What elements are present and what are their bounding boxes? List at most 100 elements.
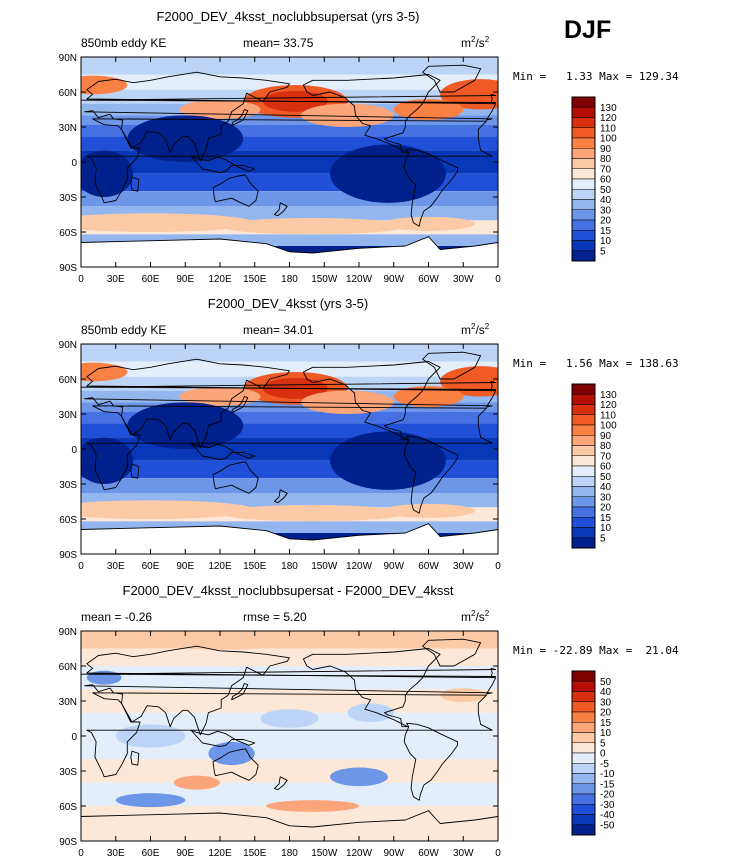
colorbar-swatch <box>571 732 596 743</box>
panel-3-colorbar <box>571 670 596 836</box>
colorbar-label: 80 <box>600 154 612 165</box>
colorbar-swatch <box>571 240 596 251</box>
lon-tick-label: 150W <box>311 274 338 285</box>
colorbar-label: 10 <box>600 236 612 247</box>
field-band <box>81 124 498 137</box>
panel-2-units-base: m <box>461 323 471 337</box>
coastline-samerica <box>403 435 458 514</box>
colorbar-swatch <box>571 527 596 538</box>
colorbar-swatch <box>571 476 596 487</box>
colorbar-swatch <box>571 722 596 733</box>
colorbar-swatch <box>571 168 596 180</box>
colorbar-swatch <box>571 137 596 149</box>
lon-tick-label: 30W <box>453 274 474 285</box>
lat-tick-label: 60N <box>59 662 77 673</box>
season-label: DJF <box>564 16 612 44</box>
field-blob <box>127 115 244 162</box>
colorbar-swatch <box>571 465 596 477</box>
coastline-antarctica <box>81 810 498 841</box>
panel-2-map <box>81 344 498 554</box>
coastline-africa <box>86 118 493 204</box>
coastline-madagascar <box>130 176 140 192</box>
coastline-japan <box>231 396 249 414</box>
field-blob <box>208 741 255 766</box>
colorbar-swatch <box>571 394 596 405</box>
colorbar-label: -20 <box>600 790 615 801</box>
field-blob <box>260 709 319 728</box>
panel-3-map <box>81 631 498 841</box>
lon-tick-label: 0 <box>495 561 501 572</box>
lat-tick-label: 0 <box>71 732 77 743</box>
colorbar-label: -50 <box>600 820 615 831</box>
panel2-min-label: Min = <box>513 357 547 370</box>
panel-1-units-sep: /s <box>475 36 484 50</box>
panel-2-colorbar <box>571 383 596 549</box>
coastline-samerica <box>403 722 458 801</box>
lon-tick-label: 180 <box>281 848 298 859</box>
colorbar-label: 50 <box>600 185 612 196</box>
field-blob <box>220 218 406 235</box>
colorbar-swatch <box>571 158 596 169</box>
panel-2-title: F2000_DEV_4ksst (yrs 3-5) <box>208 296 368 311</box>
colorbar-label: 70 <box>600 164 612 175</box>
panel3-max-label: Max = <box>599 644 633 657</box>
panel-3-left-label: mean = -0.26 <box>81 610 152 624</box>
lat-tick-label: 30N <box>59 123 77 134</box>
lon-tick-label: 60W <box>418 274 439 285</box>
colorbar-label: 80 <box>600 441 612 452</box>
panel3-min-label: Min = <box>513 644 547 657</box>
colorbar-swatch <box>571 701 596 713</box>
lat-tick-label: 90N <box>59 53 77 64</box>
colorbar-swatch <box>571 773 596 784</box>
lon-tick-label: 30E <box>107 561 125 572</box>
coastline-africa <box>86 405 493 491</box>
coastline-uk <box>81 380 497 392</box>
lon-tick-label: 90W <box>383 561 404 572</box>
panel-3-center-label: rmse = 5.20 <box>243 610 307 624</box>
colorbar-label: 90 <box>600 144 612 155</box>
colorbar-label: -5 <box>600 759 609 770</box>
lon-tick-label: 150W <box>311 848 338 859</box>
lon-tick-label: 0 <box>78 274 84 285</box>
colorbar-label: 10 <box>600 523 612 534</box>
lon-tick-label: 0 <box>78 848 84 859</box>
coastline-antarctica <box>81 236 498 267</box>
colorbar-label: 130 <box>600 390 617 401</box>
coastline-eurasia <box>84 358 497 449</box>
lat-tick-label: 90N <box>59 340 77 351</box>
coastline-namerica <box>302 361 441 441</box>
panel-1-units-base: m <box>461 36 471 50</box>
colorbar-swatch <box>571 383 596 395</box>
panel-2-left-label: 850mb eddy KE <box>81 323 166 337</box>
field-band <box>81 521 498 533</box>
panel2-min-value: 1.56 <box>566 357 593 370</box>
panel-2-units: m2/s2 <box>461 322 490 337</box>
colorbar-label: 30 <box>600 697 612 708</box>
field-band <box>81 666 498 690</box>
panel-2-units-exp: 2 <box>471 322 476 331</box>
colorbar-swatch <box>571 814 596 825</box>
lat-tick-label: 30S <box>59 767 77 778</box>
panel-3-title: F2000_DEV_4ksst_noclubbsupersat - F2000_… <box>123 583 454 598</box>
colorbar-label: 15 <box>600 513 612 524</box>
lon-tick-label: 60E <box>142 848 160 859</box>
colorbar-swatch <box>571 742 596 754</box>
panel-2-center-label: mean= 34.01 <box>243 323 314 337</box>
lat-tick-label: 30N <box>59 697 77 708</box>
panel-3: F2000_DEV_4ksst_noclubbsupersat - F2000_… <box>59 583 615 859</box>
field-blob <box>330 767 388 787</box>
panel1-min-value: 1.33 <box>566 70 593 83</box>
colorbar-swatch <box>571 711 596 723</box>
lat-tick-label: 90S <box>59 263 77 274</box>
panel-1-left-label: 850mb eddy KE <box>81 36 166 50</box>
lat-tick-label: 60S <box>59 515 77 526</box>
lon-tick-label: 30W <box>453 561 474 572</box>
colorbar-label: 0 <box>600 749 606 760</box>
lon-tick-label: 150E <box>243 848 267 859</box>
lon-tick-label: 60E <box>142 274 160 285</box>
colorbar-label: 110 <box>600 410 616 421</box>
field-blob <box>81 213 255 232</box>
coastline-newzealand <box>273 202 288 217</box>
